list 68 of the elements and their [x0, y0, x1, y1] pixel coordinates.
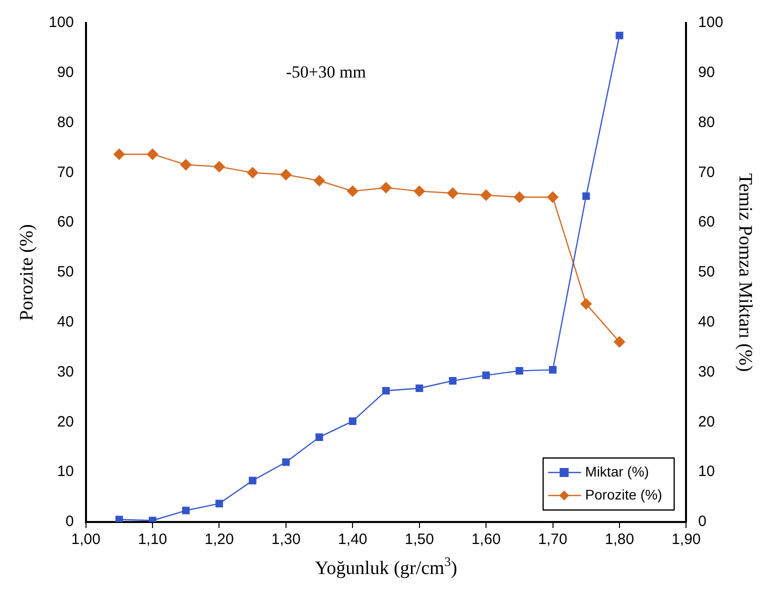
point	[180, 159, 192, 170]
point	[516, 367, 524, 375]
point	[582, 192, 590, 200]
point	[316, 433, 324, 441]
point	[448, 377, 456, 385]
point	[482, 372, 490, 380]
y-tick-label: 0	[65, 513, 74, 530]
point	[248, 476, 256, 484]
y-tick-label: 20	[57, 413, 74, 430]
y-tick-label: 10	[57, 463, 74, 480]
y-tick-label: 80	[57, 114, 74, 131]
point	[114, 148, 125, 160]
point	[514, 192, 526, 203]
point	[146, 148, 158, 160]
point	[246, 167, 258, 178]
point	[214, 161, 225, 172]
point	[614, 336, 626, 348]
y-tick-label: 30	[57, 363, 74, 380]
point	[616, 32, 624, 40]
point	[115, 516, 123, 522]
x-tick-label: 1,60	[471, 531, 501, 548]
x-tick-label: 1,40	[338, 531, 368, 548]
point	[314, 175, 325, 186]
point	[382, 386, 390, 395]
y2-tick-label: 50	[698, 264, 715, 281]
y2-tick-label: 0	[698, 513, 707, 530]
point	[447, 188, 458, 199]
y-tick-label: 100	[48, 14, 74, 32]
point	[380, 182, 392, 194]
point	[414, 186, 425, 197]
point	[548, 366, 557, 374]
y-tick-label: 40	[57, 314, 74, 331]
y-tick-label: 90	[57, 64, 74, 82]
point	[480, 190, 492, 201]
point	[182, 506, 190, 514]
x-tick-label: 1,20	[204, 531, 234, 548]
point	[347, 186, 358, 197]
y2-tick-label: 20	[698, 413, 715, 430]
point	[348, 417, 356, 425]
legend-label: Miktar (%)	[585, 463, 649, 480]
point	[280, 169, 292, 180]
legend-label: Porozite (%)	[585, 486, 662, 502]
y2-tick-label: 90	[698, 64, 715, 82]
x-tick-label: 1,80	[604, 531, 634, 548]
y2-tick-label: 30	[698, 363, 715, 380]
y2-tick-label: 40	[698, 314, 715, 331]
point	[282, 458, 290, 466]
x-tick-label: 1,90	[672, 531, 701, 548]
y-tick-label: 60	[57, 214, 74, 231]
annotation: -50+30 mm	[286, 62, 366, 82]
y2-tick-label: 100	[698, 14, 724, 32]
x-tick-label: 1,70	[538, 531, 568, 548]
x-tick-label: 1,10	[138, 531, 168, 548]
point	[547, 192, 558, 203]
y2-axis-title: Temiz Pomza Miktarı (%)	[734, 173, 756, 372]
y-axis-title: Porozite (%)	[16, 224, 38, 321]
point	[416, 384, 424, 392]
y2-tick-label: 60	[698, 214, 715, 231]
y2-tick-label: 80	[698, 114, 715, 131]
y-tick-label: 50	[57, 264, 74, 281]
x-tick-label: 1,00	[71, 531, 100, 548]
point	[580, 298, 592, 310]
y2-tick-label: 10	[698, 463, 715, 480]
y2-tick-label: 70	[698, 164, 715, 181]
point	[215, 500, 224, 508]
x-tick-label: 1,30	[271, 531, 301, 548]
y-tick-label: 70	[57, 164, 74, 181]
x-tick-label: 1,50	[404, 531, 434, 548]
